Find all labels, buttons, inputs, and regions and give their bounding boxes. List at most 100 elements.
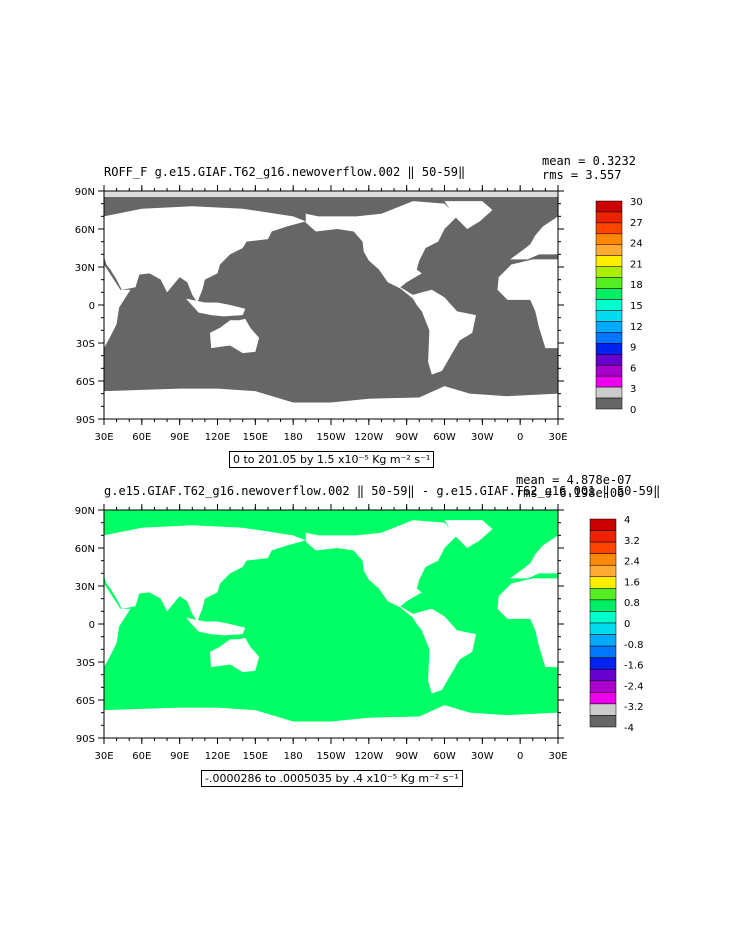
x-tick-label: 30E [94,751,113,762]
land-australia [209,318,260,354]
colorbar-label: 18 [630,280,643,291]
x-tick-label: 90W [395,751,418,762]
colorbar-swatch [595,332,623,344]
x-tick-label: 60W [433,432,456,443]
colorbar-label: 9 [630,343,636,354]
colorbar-swatch [589,692,617,705]
land-americas [305,201,477,375]
y-tick-label: 90S [76,415,95,426]
colorbar-swatch [595,244,623,256]
colorbar-label: 21 [630,259,643,270]
x-tick-label: 180 [284,432,303,443]
land-indonesia [185,617,246,636]
x-tick-label: 30W [471,432,494,443]
colorbar-swatch [589,680,617,693]
panel1-contour-info: 0 to 201.05 by 1.5 x10⁻⁵ Kg m⁻² s⁻¹ [229,451,435,468]
x-tick-label: 30E [548,751,567,762]
colorbar-swatch [589,599,617,612]
y-tick-label: 30S [76,339,95,350]
land-antarctica [104,705,558,738]
y-tick-label: 90N [75,506,95,517]
y-tick-label: 90N [75,187,95,198]
x-tick-label: 90W [395,432,418,443]
y-tick-label: 60N [75,544,95,555]
colorbar-swatch [589,530,617,543]
colorbar-swatch [595,288,623,300]
x-tick-label: 150W [317,432,346,443]
colorbar-label: 0 [624,619,630,630]
colorbar-swatch [589,564,617,578]
colorbar-label: 15 [630,301,643,312]
panel2-contour-info: -.0000286 to .0005035 by .4 x10⁻⁵ Kg m⁻²… [201,770,463,787]
x-tick-label: 60E [132,432,151,443]
colorbar-label: 30 [630,197,643,208]
colorbar-swatch [589,576,617,589]
colorbar-swatch [589,588,617,601]
colorbar-swatch [589,657,617,670]
y-tick-label: 60S [76,377,95,388]
x-tick-label: 180 [284,751,303,762]
x-tick-label: 90E [170,432,189,443]
y-tick-label: 60S [76,696,95,707]
panel1-rms: rms = 3.557 [542,168,622,182]
colorbar-swatch [595,277,623,289]
land-antarctica [104,386,558,419]
colorbar-swatch [589,645,617,658]
colorbar-swatch [595,299,623,311]
colorbar-swatch [589,703,617,716]
colorbar-swatch [589,668,617,682]
colorbar-swatch [595,266,623,278]
colorbar-swatch [595,233,623,246]
colorbar-swatch [589,622,617,635]
x-tick-label: 120E [205,432,230,443]
colorbar-label: 4 [624,515,630,526]
land-africa [497,259,558,349]
colorbar-swatch [595,200,623,213]
land-indonesia [185,298,246,317]
y-tick-label: 30S [76,658,95,669]
land-europeW [510,535,558,579]
panel2-map: 30E 60E 90E 120E 150E 180 150W 120W 90W 60W 30W 0 30… [75,504,644,762]
colorbar-swatch [595,364,623,377]
colorbar-swatch [595,222,623,235]
panel2-title: g.e15.GIAF.T62_g16.newoverflow.002 ‖ 50-… [104,484,661,498]
colorbar-label: 2.4 [624,557,640,568]
land-europeW [510,216,558,260]
colorbar-label: 12 [630,322,643,333]
colorbar-swatch [595,397,623,410]
land-americas [305,520,477,694]
panel2-rms: rms = 6.198e-06 [516,486,625,500]
x-tick-label: 150W [317,751,346,762]
colorbar-label: -4 [624,723,634,734]
x-tick-label: 90E [170,751,189,762]
colorbar-swatch [589,715,617,728]
x-tick-label: 60E [132,751,151,762]
colorbar-swatch [589,518,617,531]
colorbar-label: 1.6 [624,577,640,588]
x-tick-label: 30W [471,751,494,762]
x-tick-label: 30E [548,432,567,443]
colorbar-label: 24 [630,239,643,250]
colorbar-swatch [595,211,623,224]
land-eurasia [104,525,306,622]
x-tick-label: 120E [205,751,230,762]
colorbar-label: -1.6 [624,661,644,672]
x-tick-label: 120W [354,751,383,762]
land-eurasia [104,206,306,303]
panel1-mean: mean = 0.3232 [542,154,636,168]
colorbar-label: 0 [630,405,636,416]
colorbar-swatch [595,354,623,366]
colorbar-label: 6 [630,363,636,374]
colorbar-label: -3.2 [624,702,644,713]
colorbar-swatch [589,634,617,647]
y-tick-label: 30N [75,582,95,593]
colorbar-swatch [595,321,623,333]
colorbar-swatch [589,541,617,554]
colorbar-label: -2.4 [624,681,644,692]
panel2-mean: mean = 4.878e-07 [516,473,632,487]
colorbar-label: 3.2 [624,536,640,547]
colorbar-swatch [595,310,623,322]
land-africaE [104,264,131,349]
y-tick-label: 90S [76,734,95,745]
